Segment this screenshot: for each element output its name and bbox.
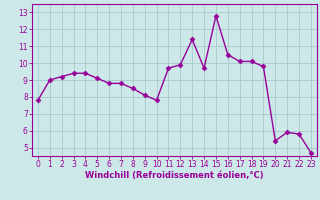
X-axis label: Windchill (Refroidissement éolien,°C): Windchill (Refroidissement éolien,°C) xyxy=(85,171,264,180)
